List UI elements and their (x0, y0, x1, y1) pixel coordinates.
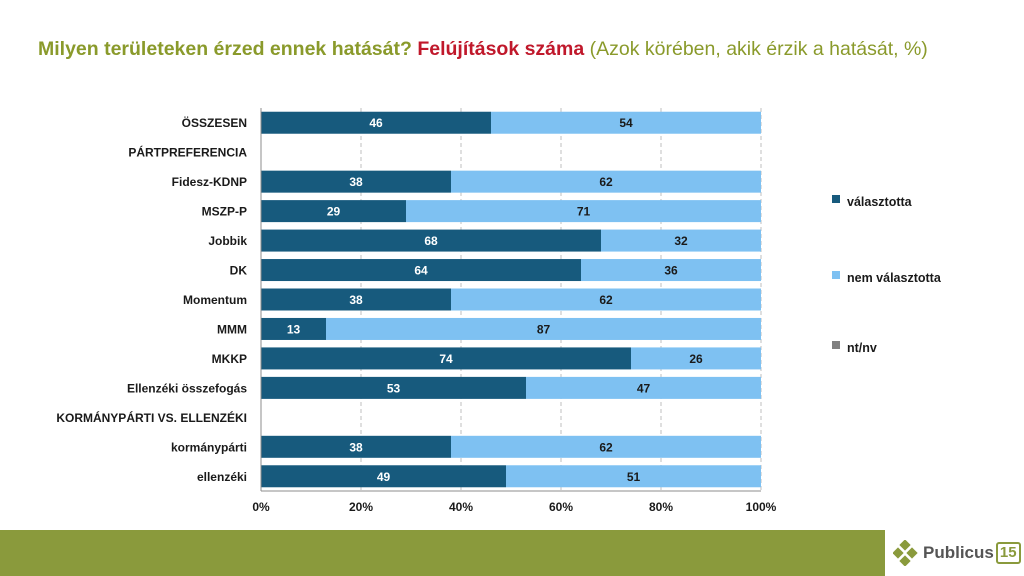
legend-swatch-ntnv (832, 341, 840, 349)
bar-segment (601, 229, 761, 252)
bar-segment (261, 229, 601, 252)
data-label: 62 (599, 175, 613, 189)
bar-segment (491, 111, 761, 134)
category-label: Fidesz-KDNP (172, 175, 247, 189)
bar-segment (261, 288, 451, 311)
legend-item-valasztotta: választotta (832, 193, 912, 212)
bar-segment (506, 465, 761, 488)
data-label: 68 (424, 234, 438, 248)
data-label: 38 (349, 293, 363, 307)
bar-segment (261, 259, 581, 282)
legend-swatch-valasztotta (832, 195, 840, 203)
bar-segment (631, 347, 761, 370)
bar-segment (406, 200, 761, 223)
data-label: 54 (619, 116, 633, 130)
category-label: PÁRTPREFERENCIA (128, 145, 247, 160)
x-tick-label-1: 20% (349, 500, 373, 514)
data-label: 74 (439, 352, 453, 366)
bar-segment (451, 170, 761, 193)
legend-label-nem-valasztotta: nem választotta (847, 271, 941, 285)
bar-segment (261, 347, 631, 370)
bar-segment (581, 259, 761, 282)
chart-title: Milyen területeken érzed ennek hatását? … (38, 38, 998, 61)
bar-segment (261, 170, 451, 193)
data-label: 53 (387, 381, 401, 395)
legend-label-valasztotta: választotta (847, 195, 912, 209)
data-label: 87 (537, 322, 551, 336)
data-label: 32 (674, 234, 688, 248)
logo-text: Publicus (923, 543, 994, 562)
category-label: MMM (217, 322, 247, 336)
category-label: DK (230, 264, 248, 278)
data-label: 71 (577, 205, 591, 219)
legend-item-ntnv: nt/nv (832, 339, 877, 358)
data-label: 62 (599, 440, 613, 454)
category-label: MKKP (212, 352, 247, 366)
data-label: 51 (627, 470, 641, 484)
category-label: Ellenzéki összefogás (127, 381, 247, 395)
data-label: 47 (637, 381, 651, 395)
category-label: ÖSSZESEN (182, 115, 247, 130)
bar-segment (261, 111, 491, 134)
bar-segment (261, 465, 506, 488)
bar-segment (261, 200, 406, 223)
title-question: Milyen területeken érzed ennek hatását? (38, 38, 412, 60)
legend-label-ntnv: nt/nv (847, 341, 877, 355)
bar-segment (261, 435, 451, 458)
x-tick-label-5: 100% (746, 500, 777, 514)
data-label: 36 (664, 264, 678, 278)
bar-segment (261, 317, 326, 340)
bar-segment (526, 376, 761, 399)
title-topic: Felújítások száma (417, 38, 585, 60)
logo-number: 15 (995, 542, 1021, 564)
x-tick-label-2: 40% (449, 500, 473, 514)
bar-segment (326, 317, 761, 340)
x-tick-label-4: 80% (649, 500, 673, 514)
data-label: 13 (287, 322, 301, 336)
logo-diamond-icon (893, 540, 918, 566)
legend-item-nem-valasztotta: nem választotta (832, 269, 942, 288)
category-label: Momentum (183, 293, 247, 307)
category-label: KORMÁNYPÁRTI VS. ELLENZÉKI (56, 410, 247, 425)
footer-bar (0, 530, 885, 576)
data-label: 49 (377, 470, 391, 484)
legend-swatch-nem-valasztotta (832, 271, 840, 279)
bar-segment (451, 435, 761, 458)
category-label: kormánypárti (171, 440, 247, 454)
data-label: 46 (369, 116, 383, 130)
title-note: (Azok körében, akik érzik a hatását, %) (589, 38, 928, 60)
category-label: Jobbik (208, 234, 247, 248)
data-label: 64 (414, 264, 428, 278)
category-label: ellenzéki (197, 470, 247, 484)
x-tick-label-0: 0% (252, 500, 270, 514)
data-label: 26 (689, 352, 703, 366)
bar-segment (261, 376, 526, 399)
bar-segment (451, 288, 761, 311)
data-label: 38 (349, 440, 363, 454)
publicus-logo: Publicus 15 (893, 538, 1021, 568)
x-tick-label-3: 60% (549, 500, 573, 514)
data-label: 62 (599, 293, 613, 307)
data-label: 29 (327, 205, 341, 219)
data-label: 38 (349, 175, 363, 189)
category-label: MSZP-P (202, 205, 247, 219)
